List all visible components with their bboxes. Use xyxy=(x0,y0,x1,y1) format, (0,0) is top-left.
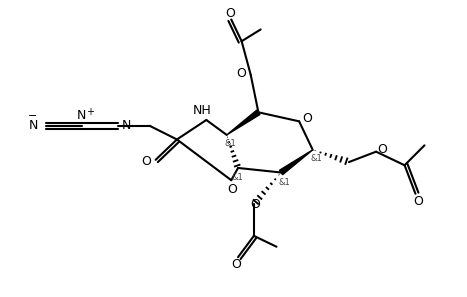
Text: N: N xyxy=(77,109,86,122)
Text: O: O xyxy=(413,195,423,208)
Text: O: O xyxy=(237,67,247,80)
Text: N: N xyxy=(28,119,38,132)
Text: O: O xyxy=(250,198,260,211)
Text: N: N xyxy=(121,119,131,132)
Polygon shape xyxy=(279,150,313,175)
Text: NH: NH xyxy=(192,105,211,117)
Text: &1: &1 xyxy=(311,154,322,163)
Text: &1: &1 xyxy=(225,140,236,148)
Text: O: O xyxy=(142,155,151,168)
Text: &1: &1 xyxy=(231,173,243,182)
Text: &1: &1 xyxy=(279,178,290,187)
Text: O: O xyxy=(231,258,241,271)
Text: +: + xyxy=(86,107,94,117)
Polygon shape xyxy=(226,110,260,135)
Text: O: O xyxy=(227,183,237,196)
Text: −: − xyxy=(28,111,38,121)
Text: O: O xyxy=(377,143,387,156)
Text: O: O xyxy=(226,7,235,20)
Text: O: O xyxy=(302,112,312,125)
